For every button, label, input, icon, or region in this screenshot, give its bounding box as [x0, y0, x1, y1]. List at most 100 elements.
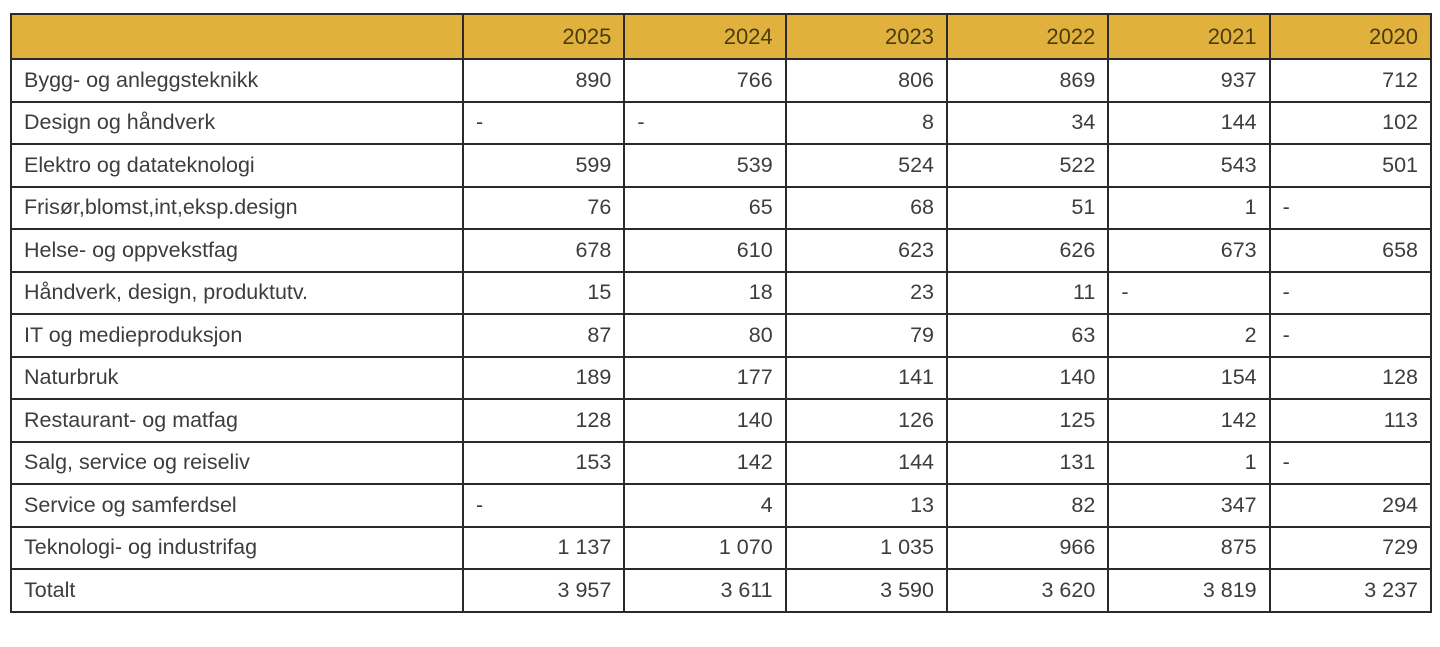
value-cell: 82: [945, 483, 1110, 528]
value-cell: 678: [461, 228, 626, 273]
value-cell: 3 590: [784, 568, 948, 613]
value-cell: -: [461, 483, 626, 528]
value-cell: 347: [1107, 483, 1271, 528]
table-row: IT og medieproduksjon 87 80 79 63 2-: [10, 313, 1433, 358]
year-header: 2024: [623, 13, 787, 60]
value-cell: 13: [784, 483, 948, 528]
value-cell: 729: [1268, 525, 1433, 570]
table-row: Totalt 3 957 3 611 3 590 3 620 3 819 3 237: [10, 568, 1433, 613]
value-cell: 79: [784, 313, 948, 358]
value-cell: 1: [1107, 185, 1271, 230]
value-cell: 806: [784, 58, 948, 103]
table-row: Salg, service og reiseliv 153 142 144 131 1-: [10, 440, 1433, 485]
value-cell: -: [1268, 440, 1433, 485]
value-cell: 23: [784, 270, 948, 315]
value-cell: 87: [461, 313, 626, 358]
value-cell: 125: [945, 398, 1110, 443]
value-cell: 63: [945, 313, 1110, 358]
value-cell: 11: [945, 270, 1110, 315]
value-cell: 2: [1107, 313, 1271, 358]
value-cell: -: [1268, 313, 1433, 358]
row-label: Salg, service og reiseliv: [10, 440, 464, 485]
value-cell: -: [461, 100, 626, 145]
value-cell: 294: [1268, 483, 1433, 528]
year-header: 2020: [1268, 13, 1433, 60]
value-cell: 177: [623, 355, 787, 400]
value-cell: 673: [1107, 228, 1271, 273]
table-body: Bygg- og anleggsteknikk 890 766 806 869 937 71…: [10, 58, 1433, 613]
value-cell: 610: [623, 228, 787, 273]
value-cell: 18: [623, 270, 787, 315]
value-cell: 128: [1268, 355, 1433, 400]
row-label: IT og medieproduksjon: [10, 313, 464, 358]
table-row: Frisør,blomst,int,eksp.design 76 65 68 51 1-: [10, 185, 1433, 230]
row-label: Helse- og oppvekstfag: [10, 228, 464, 273]
value-cell: 658: [1268, 228, 1433, 273]
row-label: Frisør,blomst,int,eksp.design: [10, 185, 464, 230]
value-cell: 869: [945, 58, 1110, 103]
value-cell: 34: [945, 100, 1110, 145]
value-cell: 1 070: [623, 525, 787, 570]
value-cell: 875: [1107, 525, 1271, 570]
value-cell: 937: [1107, 58, 1271, 103]
value-cell: -: [1268, 185, 1433, 230]
value-cell: 4: [623, 483, 787, 528]
row-label: Naturbruk: [10, 355, 464, 400]
table-row: Naturbruk 189 177 141 140 154 128: [10, 355, 1433, 400]
value-cell: -: [623, 100, 787, 145]
value-cell: 1 137: [461, 525, 626, 570]
value-cell: 15: [461, 270, 626, 315]
value-cell: 140: [945, 355, 1110, 400]
value-cell: 154: [1107, 355, 1271, 400]
value-cell: 144: [784, 440, 948, 485]
data-table-container: 2025 2024 2023 2022 2021 2020 Bygg- og anlegg…: [10, 13, 1433, 613]
value-cell: 126: [784, 398, 948, 443]
value-cell: 890: [461, 58, 626, 103]
value-cell: -: [1268, 270, 1433, 315]
value-cell: 76: [461, 185, 626, 230]
value-cell: 3 819: [1107, 568, 1271, 613]
table-row: Håndverk, design, produktutv. 15 18 23 11- -: [10, 270, 1433, 315]
table-row: Helse- og oppvekstfag 678 610 623 626 673 658: [10, 228, 1433, 273]
value-cell: 522: [945, 143, 1110, 188]
row-label: Håndverk, design, produktutv.: [10, 270, 464, 315]
table-row: Service og samferdsel -4 13 82 347 294: [10, 483, 1433, 528]
value-cell: 142: [1107, 398, 1271, 443]
year-header: 2021: [1107, 13, 1271, 60]
value-cell: 8: [784, 100, 948, 145]
table-row: Restaurant- og matfag 128 140 126 125 142 113: [10, 398, 1433, 443]
value-cell: 102: [1268, 100, 1433, 145]
value-cell: 539: [623, 143, 787, 188]
year-header: 2023: [784, 13, 948, 60]
value-cell: -: [1107, 270, 1271, 315]
value-cell: 966: [945, 525, 1110, 570]
value-cell: 3 620: [945, 568, 1110, 613]
value-cell: 501: [1268, 143, 1433, 188]
row-label: Teknologi- og industrifag: [10, 525, 464, 570]
value-cell: 3 237: [1268, 568, 1433, 613]
value-cell: 3 611: [623, 568, 787, 613]
value-cell: 80: [623, 313, 787, 358]
table-row: Design og håndverk - -8 34 144 102: [10, 100, 1433, 145]
row-label: Restaurant- og matfag: [10, 398, 464, 443]
value-cell: 144: [1107, 100, 1271, 145]
value-cell: 524: [784, 143, 948, 188]
table-row: Bygg- og anleggsteknikk 890 766 806 869 937 71…: [10, 58, 1433, 103]
value-cell: 3 957: [461, 568, 626, 613]
row-label: Elektro og datateknologi: [10, 143, 464, 188]
table-row: Teknologi- og industrifag 1 137 1 070 1 035…: [10, 525, 1433, 570]
value-cell: 51: [945, 185, 1110, 230]
year-header: 2022: [945, 13, 1110, 60]
value-cell: 65: [623, 185, 787, 230]
row-label: Totalt: [10, 568, 464, 613]
table-head: 2025 2024 2023 2022 2021 2020: [10, 13, 1433, 60]
value-cell: 626: [945, 228, 1110, 273]
value-cell: 153: [461, 440, 626, 485]
value-cell: 712: [1268, 58, 1433, 103]
table-row: Elektro og datateknologi 599 539 524 522 543 5…: [10, 143, 1433, 188]
value-cell: 131: [945, 440, 1110, 485]
value-cell: 113: [1268, 398, 1433, 443]
value-cell: 128: [461, 398, 626, 443]
value-cell: 599: [461, 143, 626, 188]
